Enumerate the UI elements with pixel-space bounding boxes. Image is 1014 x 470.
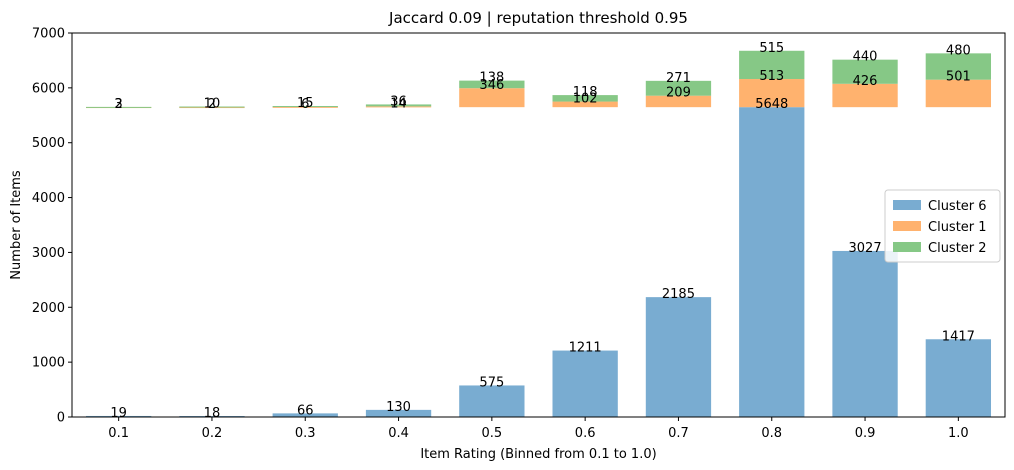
data-label-cluster2: 271 (666, 71, 691, 86)
legend-swatch (893, 221, 921, 231)
bar-cluster6 (645, 297, 712, 417)
y-axis-label: Number of Items (9, 170, 24, 280)
data-label-cluster6: 66 (297, 403, 314, 418)
bar-cluster6 (552, 350, 618, 417)
legend-entry: Cluster 1 (928, 220, 987, 235)
data-label-cluster1: 6 (301, 97, 309, 112)
bar-cluster1 (739, 79, 805, 108)
plot-area: 1923182106661513014365753461381211102118… (32, 27, 1006, 441)
data-label-cluster1: 346 (479, 78, 504, 93)
x-axis-label: Item Rating (Binned from 0.1 to 1.0) (420, 447, 656, 462)
data-label-cluster2: 36 (390, 94, 407, 109)
bar-cluster1 (552, 101, 618, 108)
bar-cluster1 (832, 83, 898, 108)
x-tick-label: 0.6 (575, 426, 596, 441)
bar-cluster2 (85, 106, 152, 108)
data-label-cluster2: 15 (297, 96, 314, 111)
bar-cluster1 (459, 88, 525, 108)
data-label-cluster2: 440 (853, 50, 878, 65)
data-label-cluster1: 513 (759, 69, 784, 84)
bar-cluster2 (925, 53, 992, 80)
data-label-cluster6: 1211 (569, 341, 602, 356)
bar-cluster1 (272, 106, 338, 108)
legend-swatch (893, 242, 921, 252)
bar-cluster2 (179, 106, 245, 108)
data-label-cluster2: 10 (204, 97, 221, 112)
data-label-cluster6: 130 (386, 400, 411, 415)
y-tick-label: 7000 (32, 27, 65, 42)
bar-cluster1 (179, 107, 245, 109)
bar-cluster2 (365, 104, 432, 107)
legend-swatch (893, 200, 921, 210)
bar-cluster6 (739, 107, 805, 417)
y-tick-label: 3000 (32, 246, 65, 261)
data-label-cluster1: 209 (666, 86, 691, 101)
x-tick-label: 0.3 (295, 426, 316, 441)
bar-cluster6 (832, 250, 898, 417)
bar-cluster6 (925, 339, 992, 417)
y-tick-label: 6000 (32, 81, 65, 96)
x-tick-label: 0.8 (761, 426, 782, 441)
x-tick-label: 0.1 (108, 426, 129, 441)
bar-cluster1 (925, 79, 992, 108)
data-label-cluster2: 480 (946, 43, 971, 58)
x-tick-label: 0.4 (388, 426, 409, 441)
y-tick-label: 5000 (32, 136, 65, 151)
bar-cluster2 (272, 106, 338, 108)
bar-cluster2 (739, 50, 805, 80)
bar-cluster6 (85, 415, 152, 417)
data-label-cluster2: 3 (115, 97, 123, 112)
data-label-cluster2: 118 (573, 85, 598, 100)
data-label-cluster6: 5648 (755, 97, 788, 112)
data-label-cluster1: 14 (390, 96, 407, 111)
data-label-cluster2: 138 (479, 71, 504, 86)
legend-entry: Cluster 6 (928, 199, 987, 214)
data-label-cluster6: 575 (479, 375, 504, 390)
y-tick-label: 1000 (32, 356, 65, 371)
bar-cluster2 (552, 95, 618, 102)
bar-cluster1 (365, 106, 432, 108)
data-label-cluster1: 2 (208, 97, 216, 112)
bar-cluster6 (365, 409, 432, 417)
bar-cluster2 (832, 59, 898, 84)
bar-cluster2 (459, 80, 525, 89)
bar-cluster2 (645, 80, 712, 96)
data-label-cluster2: 515 (759, 41, 784, 56)
x-tick-label: 0.7 (668, 426, 689, 441)
x-tick-label: 0.9 (855, 426, 876, 441)
y-tick-label: 2000 (32, 301, 65, 316)
plot-frame (71, 32, 1006, 418)
chart-title: Jaccard 0.09 | reputation threshold 0.95 (388, 9, 688, 27)
legend: Cluster 6 Cluster 1 Cluster 2 (884, 189, 1001, 263)
data-label-cluster6: 1417 (942, 329, 975, 344)
data-label-cluster1: 426 (853, 74, 878, 89)
y-tick-label: 4000 (32, 191, 65, 206)
bar-cluster6 (272, 413, 338, 417)
x-tick-label: 1.0 (948, 426, 969, 441)
data-label-cluster1: 501 (946, 70, 971, 85)
legend-entry: Cluster 2 (928, 241, 987, 256)
data-label-cluster6: 3027 (849, 241, 882, 256)
bar-cluster1 (645, 95, 712, 108)
x-tick-label: 0.2 (202, 426, 223, 441)
x-tick-label: 0.5 (482, 426, 503, 441)
data-label-cluster6: 2185 (662, 287, 695, 302)
bar-cluster6 (459, 385, 525, 417)
y-tick-label: 0 (57, 411, 65, 426)
data-label-cluster1: 2 (115, 97, 123, 112)
data-label-cluster1: 102 (573, 92, 598, 107)
